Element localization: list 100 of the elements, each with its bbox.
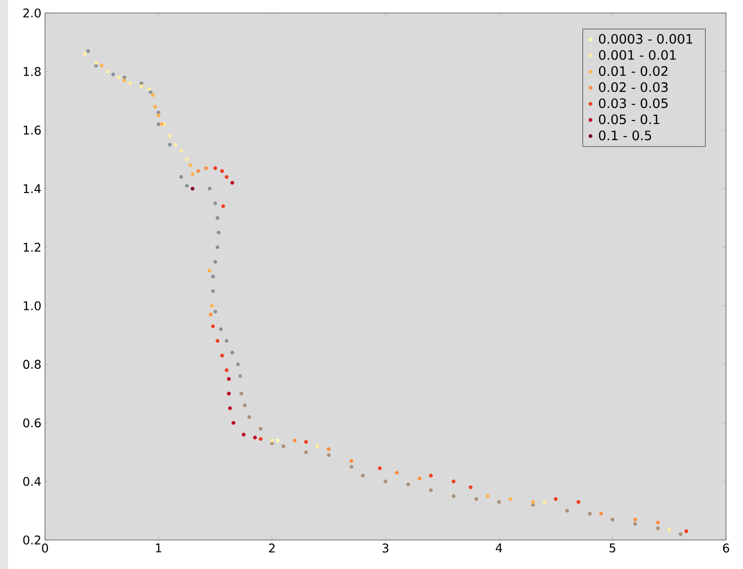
point: [633, 522, 638, 526]
point: [418, 476, 422, 480]
point: [188, 163, 192, 168]
point: [304, 450, 308, 454]
point: [276, 438, 280, 442]
point: [82, 52, 87, 56]
point: [122, 78, 126, 82]
point: [253, 436, 257, 440]
y-tick-label: 1.2: [24, 242, 40, 252]
x-tick-label: 1: [156, 544, 162, 552]
point: [122, 76, 126, 80]
point: [281, 444, 286, 448]
x-tick-label: 4: [496, 544, 502, 552]
legend-label: 0.05 - 0.1: [598, 114, 660, 124]
point: [220, 354, 224, 358]
point: [148, 90, 152, 94]
y-tick-label: 1.4: [24, 184, 41, 194]
point: [258, 437, 263, 441]
point: [216, 339, 220, 343]
point: [153, 104, 157, 109]
point: [394, 470, 399, 475]
point: [111, 72, 115, 76]
point: [270, 438, 274, 442]
point: [106, 70, 110, 74]
point: [304, 440, 308, 444]
point: [542, 500, 546, 504]
point: [360, 474, 365, 478]
point: [684, 529, 688, 534]
y-tick-label: 1.8: [24, 67, 41, 76]
legend-label: 0.03 - 0.05: [598, 98, 668, 108]
legend-label: 0.01 - 0.02: [598, 66, 668, 76]
point: [213, 201, 218, 206]
point: [100, 64, 104, 68]
point: [316, 444, 320, 448]
point: [211, 274, 215, 278]
point: [656, 520, 660, 524]
x-tick-label: 6: [723, 544, 730, 553]
point: [326, 447, 331, 452]
point: [204, 166, 208, 170]
point: [242, 432, 246, 436]
point: [236, 362, 240, 366]
point: [184, 184, 189, 188]
point: [224, 339, 228, 343]
point: [242, 403, 247, 408]
point: [208, 268, 212, 273]
y-tick-label: 0.4: [23, 476, 41, 486]
point: [156, 122, 160, 126]
point: [156, 110, 160, 114]
point: [210, 304, 214, 308]
point: [531, 500, 535, 504]
point: [230, 180, 234, 185]
point: [211, 289, 215, 294]
point: [226, 377, 231, 381]
point: [230, 350, 234, 355]
point: [452, 494, 456, 498]
point: [86, 49, 90, 53]
legend-label: 0.1 - 0.5: [598, 130, 652, 140]
point: [213, 166, 218, 170]
point: [565, 508, 569, 513]
point: [326, 453, 331, 457]
y-tick-label: 1.6: [24, 126, 41, 135]
point: [179, 175, 184, 179]
point: [678, 532, 682, 536]
point: [226, 392, 231, 396]
point: [350, 464, 354, 469]
x-tick-label: 2: [269, 544, 275, 552]
point: [429, 474, 433, 478]
point: [486, 494, 490, 498]
point: [179, 148, 184, 152]
point: [94, 60, 98, 65]
point: [216, 216, 220, 220]
point: [656, 526, 660, 530]
point: [221, 204, 226, 208]
point: [238, 374, 242, 378]
point: [94, 64, 98, 68]
point: [156, 114, 160, 118]
point: [508, 497, 512, 501]
point: [350, 459, 354, 463]
point: [610, 518, 614, 522]
y-tick-label: 0.2: [23, 535, 40, 545]
point: [160, 122, 164, 126]
point: [140, 84, 144, 88]
point: [239, 392, 244, 396]
x-tick-label: 5: [610, 544, 616, 552]
point: [116, 76, 121, 80]
legend-label: 0.02 - 0.03: [598, 82, 668, 92]
x-tick-label: 0: [42, 544, 48, 553]
point: [667, 528, 672, 532]
point: [292, 438, 297, 442]
point: [406, 482, 410, 486]
point: [140, 81, 144, 86]
point: [219, 327, 223, 332]
point: [474, 497, 478, 501]
point: [247, 415, 252, 419]
point: [213, 260, 218, 264]
point: [588, 512, 592, 516]
point: [232, 420, 236, 425]
point: [633, 518, 638, 522]
legend-label: 0.0003 - 0.001: [598, 34, 692, 44]
point: [220, 169, 224, 173]
